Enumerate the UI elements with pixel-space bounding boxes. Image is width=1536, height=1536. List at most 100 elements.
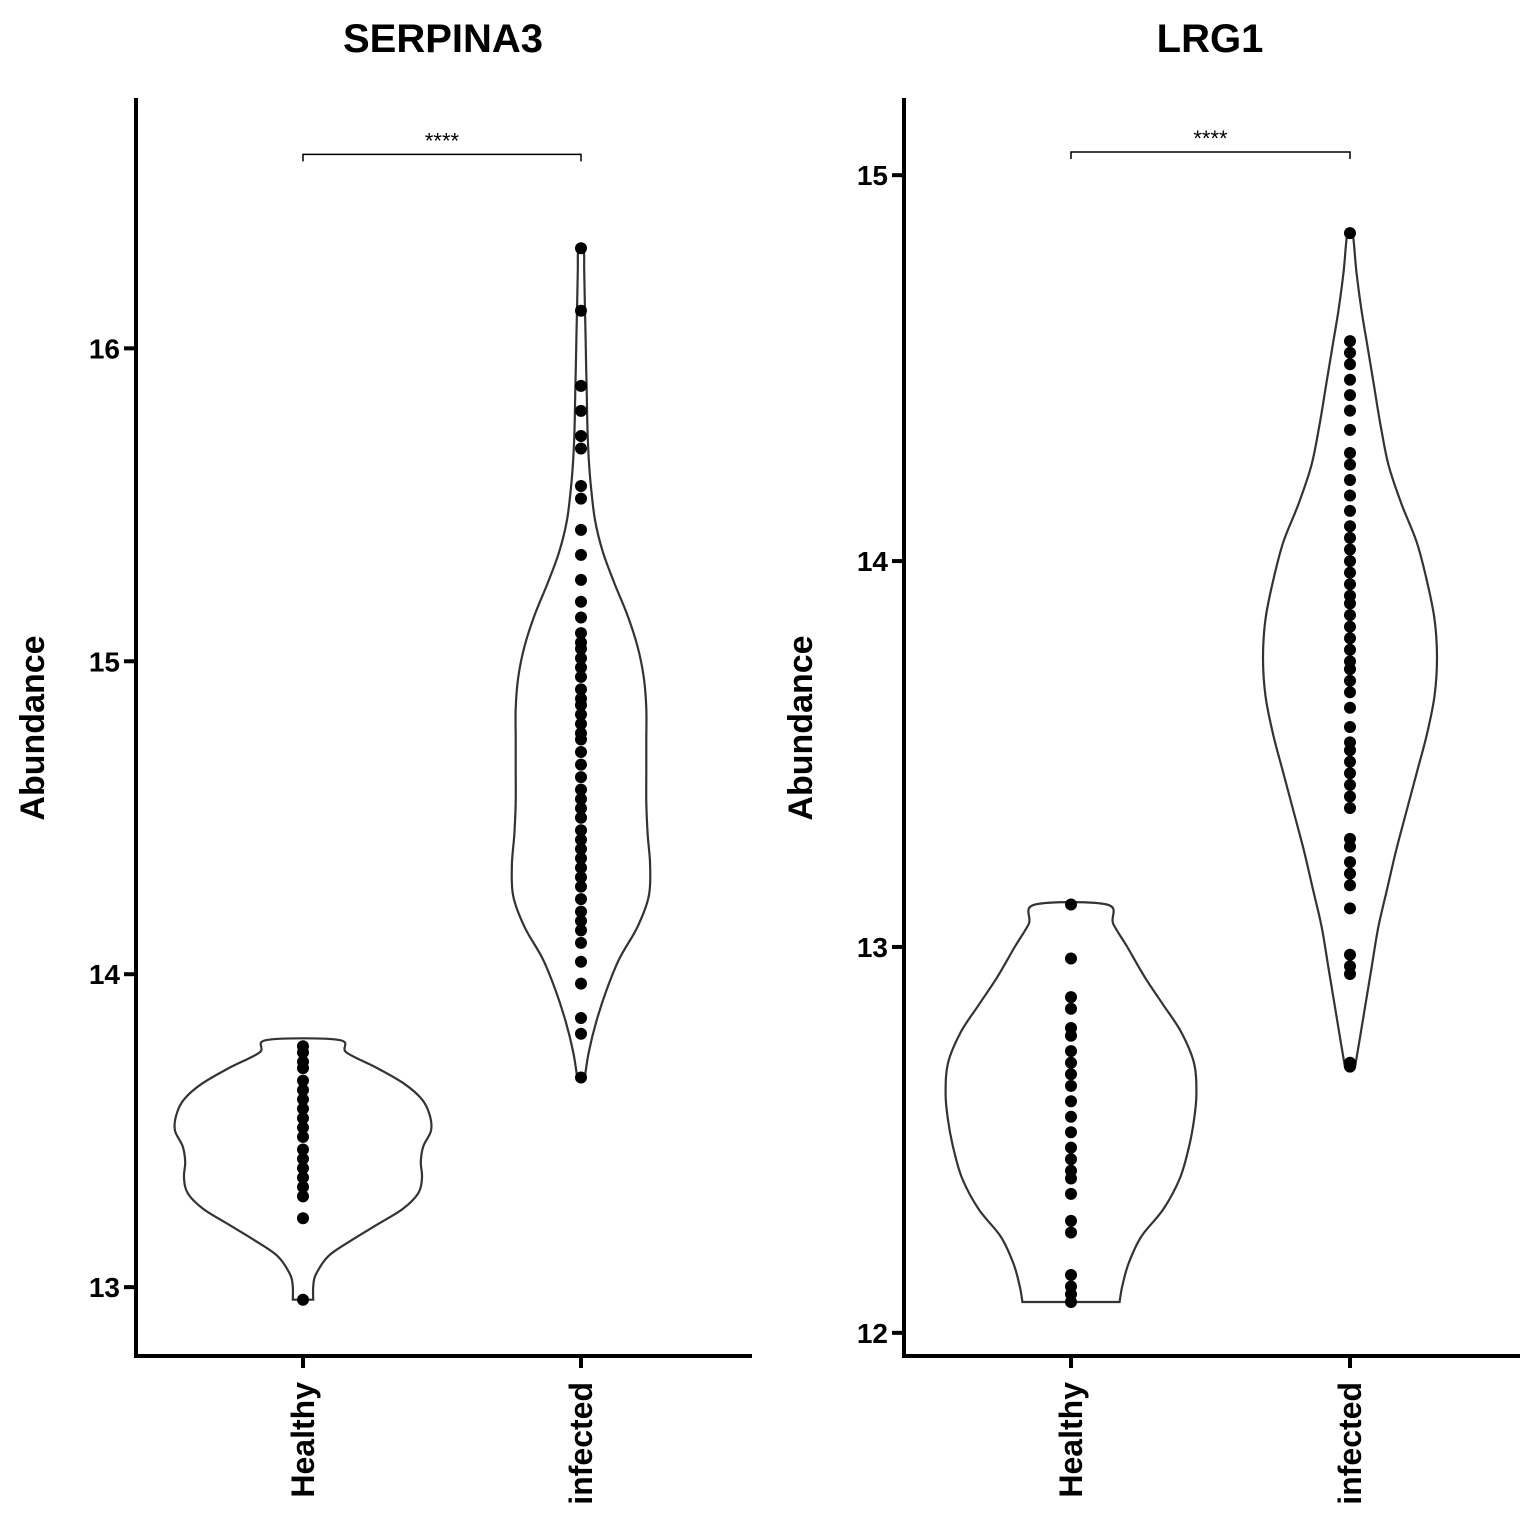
data-point <box>1344 856 1356 869</box>
data-point <box>575 977 587 990</box>
data-point <box>1344 840 1356 853</box>
x-tick-label: infected <box>563 1382 599 1505</box>
data-point <box>575 936 587 949</box>
data-point <box>1065 1187 1077 1200</box>
data-point <box>297 1181 309 1193</box>
data-point <box>1065 1269 1077 1281</box>
data-point <box>1344 1060 1356 1073</box>
data-point <box>297 1190 309 1203</box>
data-point <box>575 843 587 855</box>
chart-title: SERPINA3 <box>343 17 543 61</box>
data-point <box>575 1012 587 1024</box>
y-tick-label: 16 <box>89 333 120 364</box>
data-point <box>575 771 587 784</box>
data-point <box>1344 423 1356 436</box>
data-point <box>1344 790 1356 803</box>
data-point <box>575 1071 587 1084</box>
data-point <box>575 811 587 824</box>
x-tick-label: Healthy <box>1053 1382 1089 1498</box>
data-point <box>1065 1141 1077 1154</box>
significance-label: **** <box>425 128 460 153</box>
significance-label: **** <box>1193 126 1228 151</box>
data-point <box>1344 566 1356 579</box>
x-tick-label: infected <box>1332 1382 1368 1505</box>
data-point <box>1344 879 1356 892</box>
data-point <box>1065 1002 1077 1015</box>
data-point <box>1344 358 1356 371</box>
data-point <box>1344 346 1356 359</box>
y-tick-label: 13 <box>89 1272 120 1303</box>
data-point <box>575 793 587 805</box>
data-point <box>1344 447 1356 459</box>
data-point <box>1344 404 1356 417</box>
data-point <box>575 717 587 730</box>
data-point <box>575 523 587 536</box>
data-point <box>1344 520 1356 533</box>
data-point <box>1065 1172 1077 1185</box>
data-point <box>1344 767 1356 780</box>
data-point <box>1065 1095 1077 1108</box>
data-point <box>1344 778 1356 791</box>
data-point <box>297 1112 309 1125</box>
data-point <box>1344 902 1356 915</box>
data-point <box>1065 1110 1077 1123</box>
data-point <box>575 627 587 640</box>
y-axis-label: Abundance <box>14 635 52 820</box>
significance-bracket <box>302 153 582 162</box>
data-point <box>297 1046 309 1059</box>
data-point <box>575 758 587 771</box>
data-point <box>575 573 587 586</box>
data-point <box>1344 867 1356 880</box>
data-point <box>1344 968 1356 980</box>
x-tick-label: Healthy <box>285 1382 321 1498</box>
data-point <box>1344 663 1356 676</box>
data-point <box>575 783 587 796</box>
y-axis-label: Abundance <box>782 635 820 820</box>
data-point <box>1344 474 1356 486</box>
data-point <box>575 915 587 927</box>
data-point <box>575 955 587 968</box>
data-point <box>1344 531 1356 544</box>
data-point <box>1344 755 1356 768</box>
data-point <box>575 242 587 255</box>
data-point <box>1344 543 1356 556</box>
data-point <box>575 852 587 865</box>
data-point <box>297 1121 309 1134</box>
data-point <box>575 442 587 455</box>
data-point <box>1344 632 1356 645</box>
data-point <box>1344 489 1356 502</box>
data-point <box>1344 643 1356 656</box>
data-point <box>575 611 587 624</box>
y-tick-label: 13 <box>857 932 888 963</box>
data-point <box>575 379 587 392</box>
y-tick-label: 12 <box>857 1318 888 1349</box>
data-point <box>575 642 587 655</box>
data-point <box>1065 991 1077 1004</box>
data-point <box>297 1102 309 1115</box>
data-point <box>575 861 587 874</box>
data-point <box>1344 802 1356 814</box>
data-point <box>575 746 587 758</box>
data-point <box>297 1093 309 1106</box>
data-point <box>1344 578 1356 591</box>
data-point <box>1344 686 1356 699</box>
data-point <box>1065 1214 1077 1227</box>
data-point <box>297 1212 309 1225</box>
data-point <box>1065 1079 1077 1092</box>
data-point <box>1344 373 1356 386</box>
data-point <box>575 802 587 815</box>
data-point <box>1065 1153 1077 1166</box>
data-point <box>575 733 587 746</box>
data-point <box>297 1074 309 1087</box>
data-point <box>297 1293 309 1306</box>
data-point <box>575 708 587 721</box>
data-point <box>1344 620 1356 633</box>
data-point <box>1344 335 1356 348</box>
data-point <box>1065 1045 1077 1058</box>
data-point <box>575 924 587 937</box>
data-point <box>1344 674 1356 687</box>
data-point <box>297 1152 309 1165</box>
data-point <box>1065 952 1077 965</box>
data-point <box>1065 1296 1077 1308</box>
